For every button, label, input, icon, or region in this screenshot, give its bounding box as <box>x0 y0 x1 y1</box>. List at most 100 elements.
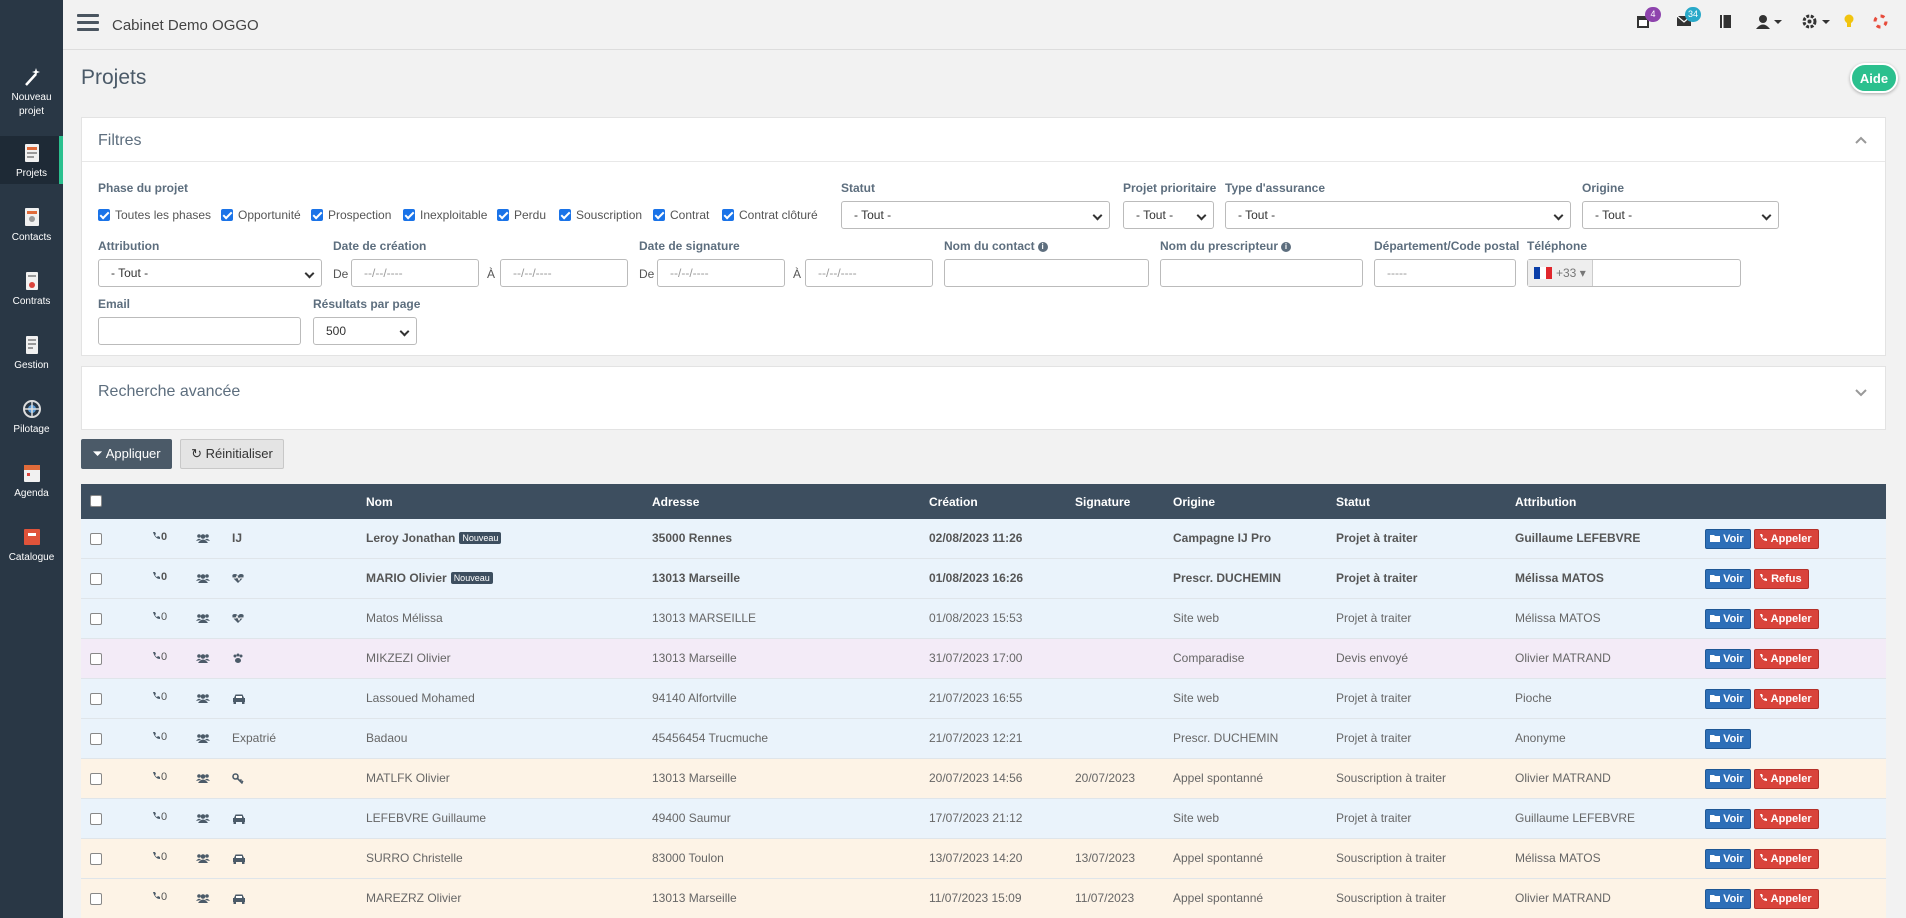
view-button[interactable]: Voir <box>1705 609 1751 629</box>
support-button[interactable] <box>1873 14 1888 36</box>
project-name[interactable]: MIKZEZI Olivier <box>366 651 451 665</box>
results-select[interactable]: 500 <box>313 317 417 345</box>
project-name[interactable]: Lassoued Mohamed <box>366 691 475 705</box>
sidebar-item-catalogue[interactable]: Catalogue <box>0 526 63 568</box>
project-name[interactable]: LEFEBVRE Guillaume <box>366 811 486 825</box>
view-button[interactable]: Voir <box>1705 889 1751 909</box>
call-button[interactable]: Appeler <box>1754 849 1819 869</box>
calendar-notification-button[interactable]: 4 <box>1636 7 1661 36</box>
phase-checkbox-souscription[interactable]: Souscription <box>559 208 642 222</box>
refus-button[interactable]: Refus <box>1754 569 1809 589</box>
info-icon[interactable]: i <box>1281 242 1292 252</box>
call-button[interactable]: Appeler <box>1754 609 1819 629</box>
project-name[interactable]: Badaou <box>366 731 407 745</box>
help-button[interactable]: Aide <box>1850 63 1898 93</box>
table-row[interactable]: 0 MAREZRZ Olivier 13013 Marseille 11/07/202… <box>81 879 1886 918</box>
advanced-search-header[interactable]: Recherche avancée <box>82 367 1885 411</box>
call-count[interactable]: 0 <box>152 731 167 743</box>
settings-menu-button[interactable] <box>1802 14 1832 36</box>
phase-checkbox-prospection[interactable]: Prospection <box>311 208 391 222</box>
attribution-select[interactable]: - Tout - <box>98 259 322 287</box>
sidebar-item-projets[interactable]: Projets <box>0 136 63 184</box>
country-code-select[interactable]: +33 ▾ <box>1528 260 1593 286</box>
row-checkbox[interactable] <box>90 573 102 585</box>
col-statut[interactable]: Statut <box>1336 495 1370 509</box>
prescripteur-input[interactable] <box>1160 259 1363 287</box>
call-button[interactable]: Appeler <box>1754 689 1819 709</box>
call-button[interactable]: Appeler <box>1754 809 1819 829</box>
project-name[interactable]: Matos Mélissa <box>366 611 443 625</box>
call-count[interactable]: 0 <box>152 771 167 783</box>
project-name[interactable]: MAREZRZ Olivier <box>366 891 461 905</box>
email-input[interactable] <box>98 317 301 345</box>
view-button[interactable]: Voir <box>1705 849 1751 869</box>
sidebar-item-pilotage[interactable]: Pilotage <box>0 398 63 440</box>
call-count[interactable]: 0 <box>152 691 167 703</box>
contact-input[interactable] <box>944 259 1149 287</box>
assurance-select[interactable]: - Tout - <box>1225 201 1571 229</box>
view-button[interactable]: Voir <box>1705 729 1751 749</box>
project-name[interactable]: SURRO Christelle <box>366 851 463 865</box>
select-all-checkbox[interactable] <box>90 495 102 507</box>
call-button[interactable]: Appeler <box>1754 889 1819 909</box>
col-adresse[interactable]: Adresse <box>652 495 700 509</box>
tips-button[interactable] <box>1844 14 1854 36</box>
menu-toggle-icon[interactable] <box>77 14 99 32</box>
col-origine[interactable]: Origine <box>1173 495 1216 509</box>
call-count[interactable]: 0 <box>152 571 167 583</box>
statut-select[interactable]: - Tout - <box>841 201 1110 229</box>
chevron-down-icon[interactable] <box>1855 387 1867 399</box>
call-button[interactable]: Appeler <box>1754 649 1819 669</box>
call-count[interactable]: 0 <box>152 811 167 823</box>
call-button[interactable]: Appeler <box>1754 529 1819 549</box>
table-row[interactable]: 0 LEFEBVRE Guillaume 49400 Saumur 17/07/202… <box>81 799 1886 839</box>
origine-select[interactable]: - Tout - <box>1582 201 1779 229</box>
phase-checkbox-toutes[interactable]: Toutes les phases <box>98 208 211 222</box>
phase-checkbox-contrat[interactable]: Contrat <box>653 208 709 222</box>
sidebar-item-gestion[interactable]: Gestion <box>0 334 63 376</box>
call-count[interactable]: 0 <box>152 531 167 543</box>
sidebar-item-nouveau-projet[interactable]: Nouveau projet <box>0 66 63 122</box>
telephone-input[interactable]: +33 ▾ <box>1527 259 1741 287</box>
row-checkbox[interactable] <box>90 533 102 545</box>
mail-notification-button[interactable]: 34 <box>1676 7 1702 36</box>
sidebar-item-contacts[interactable]: Contacts <box>0 206 63 248</box>
view-button[interactable]: Voir <box>1705 809 1751 829</box>
col-attribution[interactable]: Attribution <box>1515 495 1577 509</box>
filters-header[interactable]: Filtres <box>82 118 1885 162</box>
row-checkbox[interactable] <box>90 693 102 705</box>
view-button[interactable]: Voir <box>1705 569 1751 589</box>
phase-checkbox-contrat-cloture[interactable]: Contrat clôturé <box>722 208 818 222</box>
user-menu-button[interactable] <box>1756 14 1784 36</box>
project-name[interactable]: Leroy Jonathan Nouveau <box>366 531 502 545</box>
signature-from-input[interactable]: --/--/---- <box>657 259 785 287</box>
table-row[interactable]: 0 Lassoued Mohamed 94140 Alfortville 21/07/… <box>81 679 1886 719</box>
phase-checkbox-inexploitable[interactable]: Inexploitable <box>403 208 487 222</box>
reset-button[interactable]: ↻ Réinitialiser <box>180 439 284 469</box>
call-button[interactable]: Appeler <box>1754 769 1819 789</box>
col-creation[interactable]: Création <box>929 495 978 509</box>
phase-checkbox-perdu[interactable]: Perdu <box>497 208 546 222</box>
apply-button[interactable]: ⏷ Appliquer <box>81 439 172 469</box>
sidebar-item-contrats[interactable]: Contrats <box>0 270 63 312</box>
row-checkbox[interactable] <box>90 773 102 785</box>
row-checkbox[interactable] <box>90 893 102 905</box>
call-count[interactable]: 0 <box>152 891 167 903</box>
creation-from-input[interactable]: --/--/---- <box>351 259 479 287</box>
table-row[interactable]: 0 MIKZEZI Olivier 13013 Marseille 31/07/202… <box>81 639 1886 679</box>
departement-input[interactable]: ----- <box>1374 259 1516 287</box>
call-count[interactable]: 0 <box>152 851 167 863</box>
table-row[interactable]: 0 SURRO Christelle 83000 Toulon 13/07/2023 … <box>81 839 1886 879</box>
project-name[interactable]: MARIO Olivier Nouveau <box>366 571 493 585</box>
view-button[interactable]: Voir <box>1705 769 1751 789</box>
row-checkbox[interactable] <box>90 853 102 865</box>
table-row[interactable]: 0 MARIO Olivier Nouveau 13013 Marseille 01/0… <box>81 559 1886 599</box>
row-checkbox[interactable] <box>90 613 102 625</box>
col-signature[interactable]: Signature <box>1075 495 1131 509</box>
call-count[interactable]: 0 <box>152 611 167 623</box>
project-name[interactable]: MATLFK Olivier <box>366 771 450 785</box>
view-button[interactable]: Voir <box>1705 529 1751 549</box>
book-button[interactable] <box>1719 14 1732 36</box>
call-count[interactable]: 0 <box>152 651 167 663</box>
sidebar-item-agenda[interactable]: Agenda <box>0 462 63 504</box>
